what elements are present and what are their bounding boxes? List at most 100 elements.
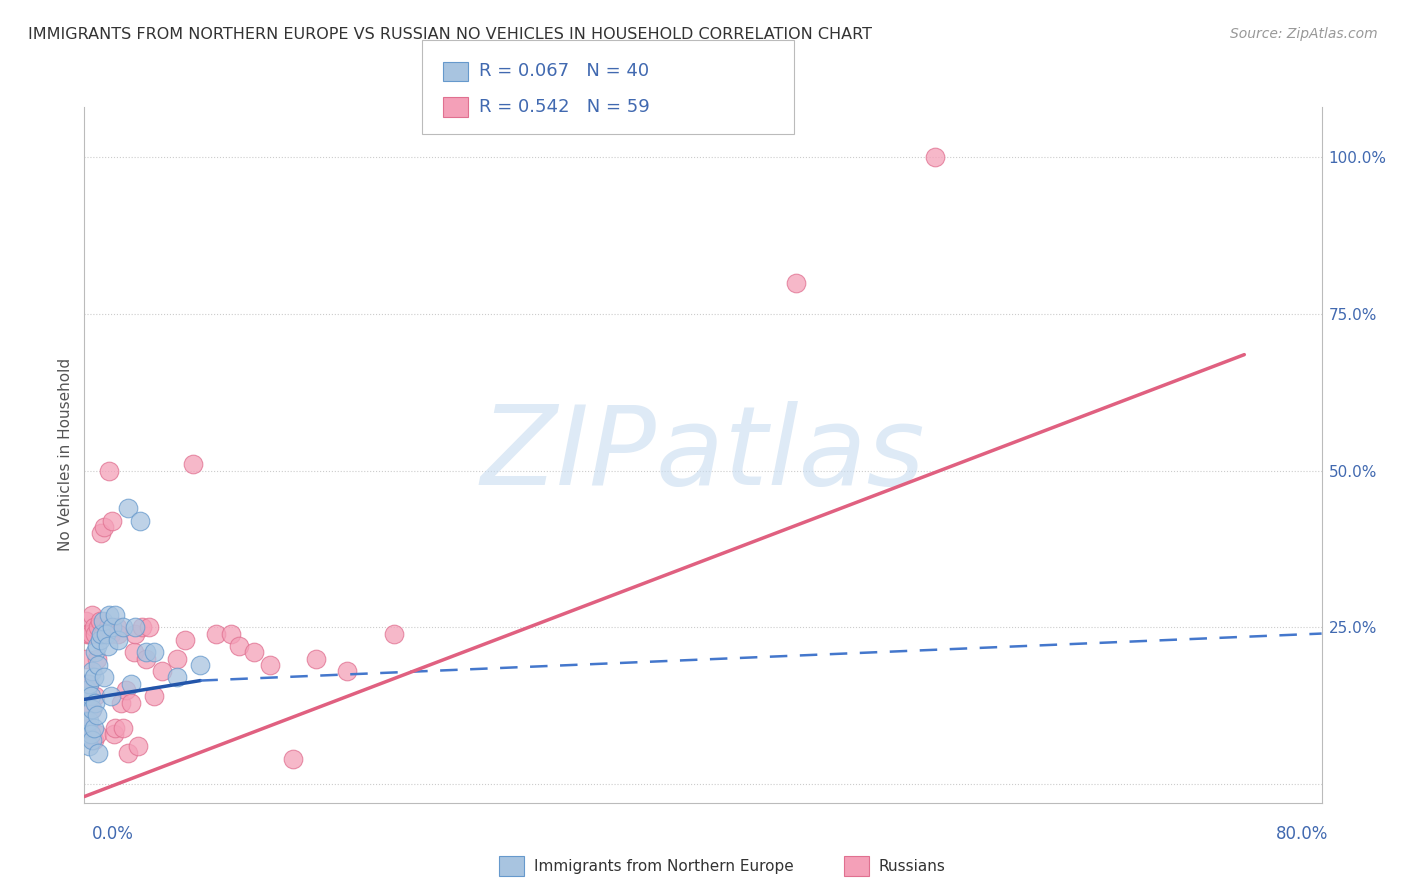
Point bbox=[86, 708, 108, 723]
Point bbox=[124, 620, 146, 634]
Point bbox=[128, 739, 150, 754]
Point bbox=[76, 626, 98, 640]
Point bbox=[117, 746, 139, 760]
Point bbox=[112, 721, 135, 735]
Point bbox=[75, 690, 97, 704]
Point bbox=[107, 632, 129, 647]
Point bbox=[138, 620, 160, 634]
Point bbox=[104, 607, 127, 622]
Point bbox=[86, 651, 108, 665]
Point bbox=[221, 626, 243, 640]
Point bbox=[79, 690, 101, 704]
Point bbox=[90, 526, 112, 541]
Point bbox=[305, 651, 328, 665]
Point bbox=[84, 645, 107, 659]
Point bbox=[924, 150, 946, 164]
Point bbox=[83, 733, 105, 747]
Y-axis label: No Vehicles in Household: No Vehicles in Household bbox=[58, 359, 73, 551]
Text: 80.0%: 80.0% bbox=[1277, 825, 1329, 843]
Point bbox=[91, 626, 114, 640]
Point bbox=[77, 714, 100, 729]
Text: R = 0.542   N = 59: R = 0.542 N = 59 bbox=[479, 98, 650, 116]
Point bbox=[75, 651, 97, 665]
Point bbox=[112, 620, 135, 634]
Point bbox=[104, 721, 127, 735]
Point bbox=[87, 657, 110, 672]
Point bbox=[105, 620, 128, 634]
Point bbox=[166, 670, 188, 684]
Point bbox=[100, 626, 122, 640]
Point bbox=[103, 727, 125, 741]
Text: IMMIGRANTS FROM NORTHERN EUROPE VS RUSSIAN NO VEHICLES IN HOUSEHOLD CORRELATION : IMMIGRANTS FROM NORTHERN EUROPE VS RUSSI… bbox=[28, 27, 872, 42]
Point bbox=[79, 626, 101, 640]
Point bbox=[93, 670, 115, 684]
Point bbox=[79, 727, 101, 741]
Point bbox=[76, 683, 98, 698]
Point bbox=[120, 676, 142, 690]
Point bbox=[100, 690, 122, 704]
Point bbox=[181, 458, 204, 472]
Point bbox=[117, 501, 139, 516]
Text: Source: ZipAtlas.com: Source: ZipAtlas.com bbox=[1230, 27, 1378, 41]
Point bbox=[101, 514, 124, 528]
Point bbox=[785, 276, 807, 290]
Text: R = 0.067   N = 40: R = 0.067 N = 40 bbox=[479, 62, 650, 80]
Point bbox=[243, 645, 266, 659]
Point bbox=[76, 676, 98, 690]
Point bbox=[87, 620, 110, 634]
Point bbox=[75, 690, 97, 704]
Point bbox=[135, 651, 157, 665]
Text: Immigrants from Northern Europe: Immigrants from Northern Europe bbox=[534, 859, 794, 873]
Point bbox=[82, 664, 104, 678]
Point bbox=[129, 514, 152, 528]
Point bbox=[259, 657, 281, 672]
Point bbox=[283, 752, 305, 766]
Point bbox=[79, 727, 101, 741]
Point bbox=[135, 645, 157, 659]
Point bbox=[91, 614, 114, 628]
Point bbox=[87, 746, 110, 760]
Point bbox=[82, 702, 104, 716]
Point bbox=[94, 626, 117, 640]
Point bbox=[97, 620, 120, 634]
Point bbox=[188, 657, 212, 672]
Point bbox=[84, 696, 107, 710]
Point bbox=[82, 607, 104, 622]
Point bbox=[84, 626, 107, 640]
Point bbox=[143, 645, 166, 659]
Point bbox=[124, 626, 146, 640]
Point bbox=[107, 626, 129, 640]
Point bbox=[77, 676, 100, 690]
Point bbox=[75, 714, 97, 729]
Point bbox=[115, 683, 138, 698]
Point bbox=[83, 670, 105, 684]
Point bbox=[98, 607, 121, 622]
Point bbox=[228, 639, 250, 653]
Point bbox=[77, 626, 100, 640]
Point bbox=[120, 696, 142, 710]
Text: Russians: Russians bbox=[879, 859, 946, 873]
Point bbox=[110, 696, 132, 710]
Point bbox=[174, 632, 197, 647]
Point bbox=[84, 690, 107, 704]
Point bbox=[101, 620, 124, 634]
Point bbox=[90, 626, 112, 640]
Point bbox=[86, 639, 108, 653]
Point bbox=[131, 620, 153, 634]
Point bbox=[76, 727, 98, 741]
Point bbox=[98, 464, 121, 478]
Point bbox=[150, 664, 173, 678]
Point bbox=[89, 632, 111, 647]
Point bbox=[143, 690, 166, 704]
Point bbox=[97, 639, 120, 653]
Point bbox=[77, 739, 100, 754]
Point bbox=[93, 520, 115, 534]
Text: ZIPatlas: ZIPatlas bbox=[481, 401, 925, 508]
Text: 0.0%: 0.0% bbox=[91, 825, 134, 843]
Point bbox=[76, 727, 98, 741]
Point bbox=[77, 721, 100, 735]
Point bbox=[205, 626, 228, 640]
Point bbox=[166, 651, 188, 665]
Point bbox=[83, 721, 105, 735]
Point bbox=[336, 664, 359, 678]
